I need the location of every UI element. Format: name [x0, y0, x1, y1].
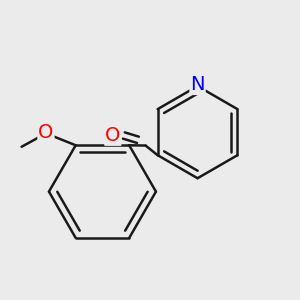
Text: O: O [38, 123, 54, 142]
Text: N: N [190, 75, 205, 94]
Text: O: O [105, 126, 121, 145]
